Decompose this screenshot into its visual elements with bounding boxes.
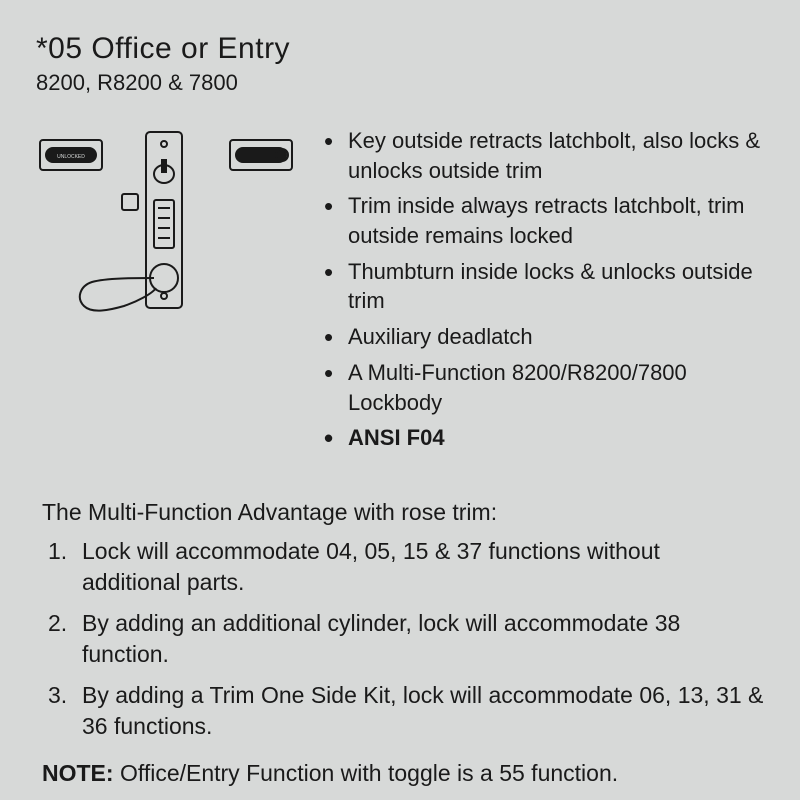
advantage-item: By adding a Trim One Side Kit, lock will…: [48, 680, 764, 742]
page-subtitle: 8200, R8200 & 7800: [36, 70, 764, 96]
advantage-title: The Multi-Function Advantage with rose t…: [36, 499, 764, 526]
bullet-item: Auxiliary deadlatch: [320, 322, 764, 352]
note-label: NOTE:: [42, 760, 114, 786]
svg-text:UNLOCKED: UNLOCKED: [57, 154, 85, 160]
bullet-item: Thumbturn inside locks & unlocks outside…: [320, 257, 764, 316]
note-line: NOTE: Office/Entry Function with toggle …: [36, 760, 764, 787]
feature-bullets: Key outside retracts latchbolt, also loc…: [320, 124, 764, 459]
bullet-item: Trim inside always retracts latchbolt, t…: [320, 191, 764, 250]
advantage-item: Lock will accommodate 04, 05, 15 & 37 fu…: [48, 536, 764, 598]
bullet-item: ANSI F04: [320, 423, 764, 453]
hero-row: UNLOCKED: [36, 124, 764, 459]
advantage-list: Lock will accommodate 04, 05, 15 & 37 fu…: [36, 536, 764, 742]
advantage-item: By adding an additional cylinder, lock w…: [48, 608, 764, 670]
bullet-item: Key outside retracts latchbolt, also loc…: [320, 126, 764, 185]
page-title: *05 Office or Entry: [36, 32, 764, 66]
note-text: Office/Entry Function with toggle is a 5…: [114, 760, 619, 786]
lock-diagram: UNLOCKED: [36, 124, 296, 358]
bullet-item: A Multi-Function 8200/R8200/7800 Lockbod…: [320, 358, 764, 417]
